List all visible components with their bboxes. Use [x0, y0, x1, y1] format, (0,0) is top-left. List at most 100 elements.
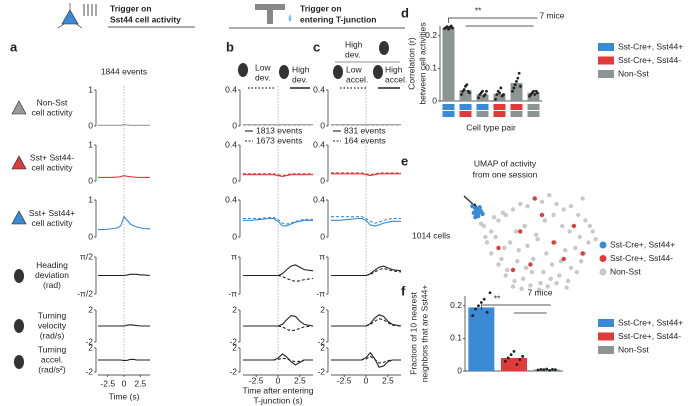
x-tick-label: 2.5 — [382, 375, 394, 385]
mouse-point — [536, 368, 540, 372]
point — [536, 287, 542, 292]
x-axis-label: Cell type pair — [466, 122, 516, 132]
condition-icons — [238, 41, 400, 89]
y-tick-label: 0.4 — [225, 84, 237, 94]
row-label: velocity — [38, 320, 67, 330]
y-tick-label: 2 — [232, 304, 237, 314]
mouse-point — [482, 297, 486, 301]
trace — [331, 173, 401, 177]
point — [590, 229, 595, 234]
point — [478, 221, 484, 226]
point — [567, 229, 572, 234]
point — [496, 245, 501, 251]
point — [545, 284, 550, 289]
legend-swatch — [598, 70, 614, 78]
point — [516, 248, 521, 253]
y-tick-label: 1 — [88, 194, 93, 204]
trace — [98, 215, 151, 231]
mouse-point — [477, 96, 480, 100]
mouse-point — [451, 26, 454, 30]
point — [547, 193, 552, 198]
legend-label: 1673 events — [256, 135, 302, 145]
point — [502, 245, 507, 251]
x-tick-label: 2.5 — [134, 378, 146, 388]
trace — [98, 273, 151, 277]
mouse-point — [460, 93, 463, 96]
chart-title: from one session — [473, 169, 538, 179]
condition-label: High — [292, 64, 310, 74]
trace — [98, 324, 150, 327]
row-label: Non-Sst — [37, 97, 68, 107]
point — [578, 259, 584, 264]
point — [535, 237, 540, 242]
panel-label: e — [401, 153, 408, 168]
y-tick-label: -2 — [85, 366, 93, 376]
mouse-point — [551, 367, 554, 371]
y-tick-label: -2 — [229, 336, 237, 346]
point — [510, 284, 516, 289]
mouse-point — [503, 359, 507, 363]
mouse-point — [517, 71, 521, 75]
mouse-point — [533, 93, 537, 96]
y-tick-label: 0 — [457, 365, 462, 375]
row-icons — [11, 100, 27, 369]
legend-label: 164 events — [344, 135, 386, 145]
significance: ** — [494, 293, 501, 303]
trace — [331, 267, 402, 277]
point — [576, 212, 581, 218]
pair-swatch — [510, 111, 523, 117]
mouse-point — [553, 368, 557, 372]
point — [489, 229, 494, 234]
point — [551, 240, 556, 245]
condition-label: Low — [255, 62, 271, 72]
point — [532, 196, 537, 201]
condition-label: High — [385, 64, 403, 74]
trace — [331, 216, 401, 224]
condition-label: dev. — [292, 74, 307, 84]
point — [548, 276, 553, 281]
point — [571, 223, 577, 229]
y-tick-label: -2 — [317, 366, 325, 376]
point — [525, 243, 530, 248]
row-label: cell activity — [31, 218, 73, 228]
panel-label: a — [10, 39, 18, 54]
mouse-point — [468, 91, 471, 95]
point — [510, 207, 516, 212]
annotation: 1844 events — [101, 66, 147, 76]
point — [491, 215, 497, 220]
row-label: (rad/s) — [40, 330, 65, 340]
pair-swatch — [510, 104, 523, 110]
point — [513, 229, 519, 234]
mouse-point — [485, 310, 489, 314]
legend-swatch — [598, 43, 614, 51]
neuron-icon — [57, 3, 97, 29]
y-tick-label: 0 — [88, 120, 93, 130]
mouse-point — [494, 97, 497, 101]
mouse-point — [548, 368, 551, 372]
row-label: Heading — [36, 260, 68, 270]
pair-swatch — [442, 111, 455, 117]
bar — [493, 93, 506, 101]
point — [583, 218, 588, 223]
point — [565, 278, 571, 284]
pair-swatch — [459, 104, 472, 110]
mouse-point — [519, 84, 522, 88]
point — [593, 237, 598, 242]
legend-label: Non-Sst — [618, 68, 649, 78]
panel-label: d — [401, 5, 409, 20]
y-tick-label: -π/2 — [77, 288, 93, 298]
point — [500, 210, 506, 215]
row-label: Sst+ Sst44- — [30, 152, 74, 162]
point — [568, 204, 574, 209]
x-tick-label: -2.5 — [100, 378, 115, 388]
trace — [243, 173, 313, 177]
x-tick-label: -2.5 — [249, 375, 264, 385]
row-label: Turning — [38, 310, 67, 320]
trace — [331, 318, 402, 327]
trace — [98, 175, 150, 178]
point — [580, 196, 585, 201]
mouse-point — [445, 25, 449, 29]
legend-label: Non-Sst — [610, 266, 641, 276]
trace — [243, 357, 313, 363]
